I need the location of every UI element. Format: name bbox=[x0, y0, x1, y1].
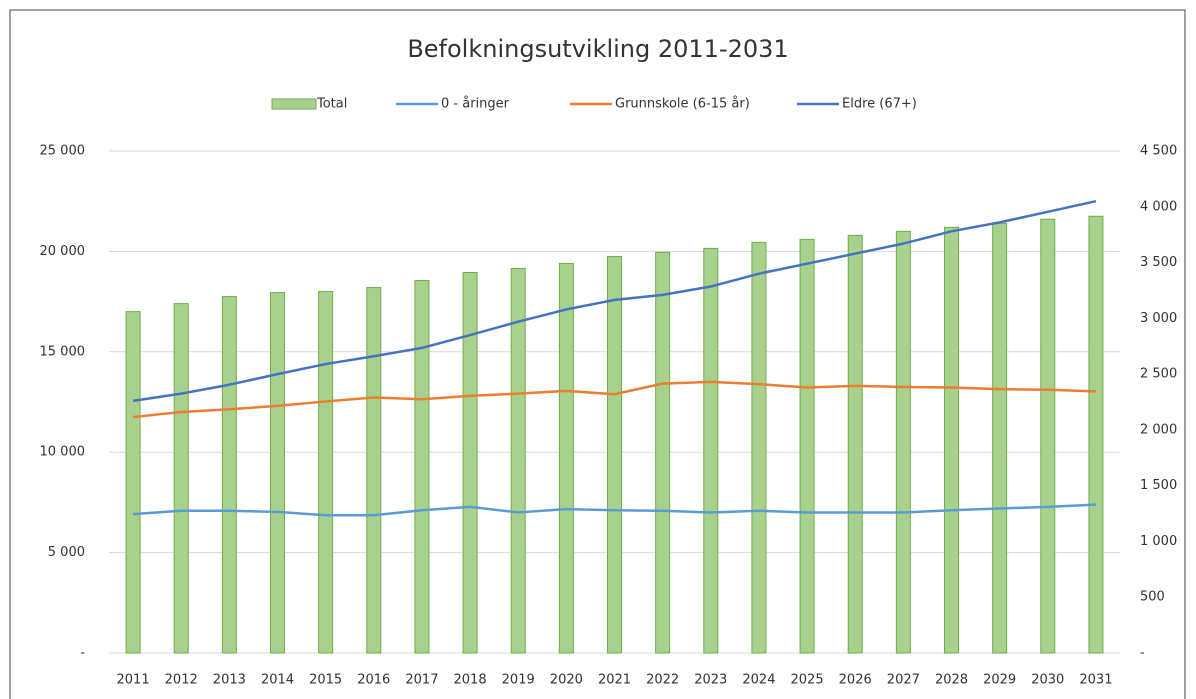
bar bbox=[366, 287, 382, 654]
x-tick-label: 2019 bbox=[502, 673, 535, 688]
x-tick-label: 2017 bbox=[405, 673, 438, 688]
x-tick-label: 2012 bbox=[165, 673, 198, 688]
bar bbox=[173, 303, 189, 654]
x-tick-label: 2014 bbox=[261, 673, 294, 688]
bar bbox=[895, 230, 911, 654]
bar bbox=[799, 238, 815, 654]
y-tick-label: 25 000 bbox=[40, 144, 86, 159]
x-tick-label: 2020 bbox=[550, 673, 583, 688]
y2-tick-label: 500 bbox=[1140, 590, 1165, 605]
x-tick-label: 2011 bbox=[117, 673, 150, 688]
y2-tick-label: 3 500 bbox=[1140, 255, 1177, 270]
chart-title: Befolkningsutvikling 2011-2031 bbox=[407, 35, 788, 63]
x-tick-label: 2021 bbox=[598, 673, 631, 688]
y-tick-label: 20 000 bbox=[40, 244, 86, 259]
line-series bbox=[132, 380, 1096, 419]
x-tick-label: 2031 bbox=[1079, 673, 1112, 688]
bar bbox=[751, 241, 767, 654]
bar bbox=[414, 280, 430, 654]
bar bbox=[462, 271, 478, 654]
bar bbox=[1088, 215, 1104, 654]
y-tick-label: - bbox=[80, 646, 85, 661]
x-tick-label: 2028 bbox=[935, 673, 968, 688]
x-tick-label: 2022 bbox=[646, 673, 679, 688]
y2-tick-label: 1 000 bbox=[1140, 534, 1177, 549]
bar bbox=[221, 296, 237, 654]
bar bbox=[270, 292, 285, 654]
x-tick-label: 2016 bbox=[357, 673, 390, 688]
legend-swatch bbox=[271, 98, 317, 110]
bar bbox=[1040, 218, 1056, 654]
y2-tick-label: 1 500 bbox=[1140, 478, 1177, 493]
bar bbox=[703, 247, 719, 654]
y-tick-label: 15 000 bbox=[40, 344, 86, 359]
legend-label: Total bbox=[316, 97, 347, 112]
y-tick-label: 10 000 bbox=[40, 445, 86, 460]
x-tick-label: 2013 bbox=[213, 673, 246, 688]
x-tick-label: 2027 bbox=[887, 673, 920, 688]
x-tick-label: 2030 bbox=[1031, 673, 1064, 688]
y2-tick-label: 4 000 bbox=[1140, 199, 1177, 214]
bar bbox=[847, 234, 863, 654]
x-tick-label: 2018 bbox=[454, 673, 487, 688]
x-tick-label: 2024 bbox=[742, 673, 775, 688]
y2-tick-label: 4 500 bbox=[1140, 144, 1177, 159]
bar bbox=[992, 222, 1008, 654]
y-tick-label: 5 000 bbox=[48, 545, 85, 560]
bar bbox=[944, 226, 959, 654]
bar bbox=[125, 311, 141, 654]
x-tick-label: 2026 bbox=[839, 673, 872, 688]
y2-tick-label: - bbox=[1140, 646, 1145, 661]
line-series bbox=[132, 199, 1097, 403]
x-tick-label: 2015 bbox=[309, 673, 342, 688]
chart-frame bbox=[9, 9, 1186, 699]
x-tick-label: 2023 bbox=[694, 673, 727, 688]
bar bbox=[318, 291, 334, 654]
line-series bbox=[132, 503, 1096, 517]
bar bbox=[558, 262, 574, 654]
y2-tick-label: 2 000 bbox=[1140, 422, 1177, 437]
y2-tick-label: 3 000 bbox=[1140, 311, 1177, 326]
x-tick-label: 2025 bbox=[791, 673, 824, 688]
bar bbox=[510, 267, 526, 654]
legend-label: 0 - åringer bbox=[441, 97, 510, 112]
legend-label: Grunnskole (6-15 år) bbox=[615, 97, 750, 112]
y2-tick-label: 2 500 bbox=[1140, 367, 1177, 382]
x-tick-label: 2029 bbox=[983, 673, 1016, 688]
bar bbox=[607, 255, 622, 654]
legend-label: Eldre (67+) bbox=[842, 97, 917, 112]
bar bbox=[655, 251, 671, 654]
